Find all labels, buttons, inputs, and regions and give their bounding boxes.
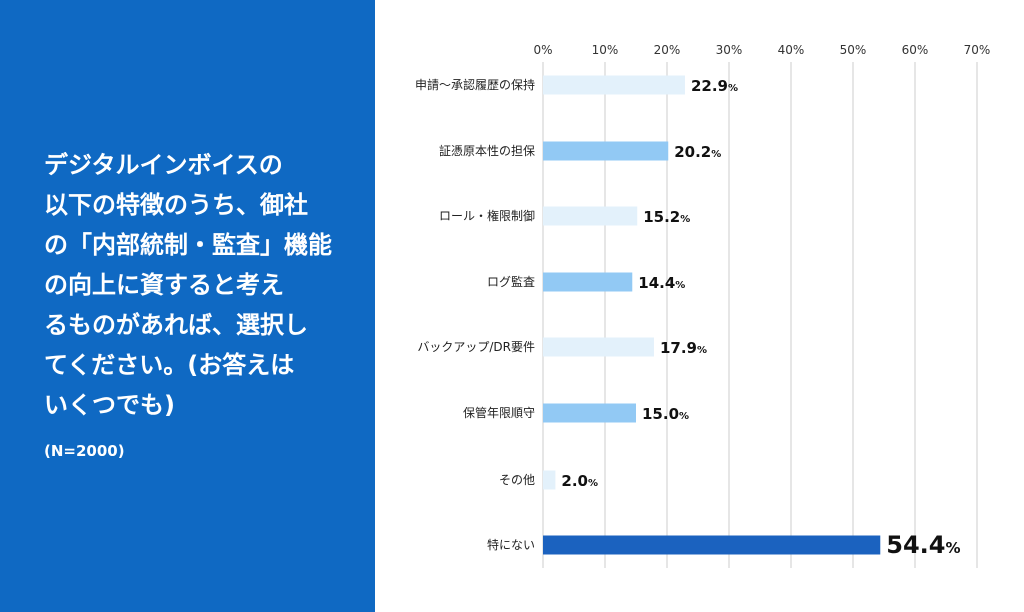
question-line: の向上に資すると考え: [44, 271, 284, 299]
x-tick-label: 20%: [654, 43, 681, 57]
value-label: 22.9%: [691, 77, 738, 95]
category-label: 申請〜承認履歴の保持: [415, 77, 535, 92]
question-line: デジタルインボイスの: [44, 151, 283, 179]
value-label: 15.2%: [643, 208, 690, 226]
value-label: 54.4%: [886, 531, 960, 559]
question-panel: デジタルインボイスの 以下の特徴のうち、御社 の「内部統制・監査」機能 の向上に資する…: [0, 0, 375, 612]
bar: [543, 337, 654, 357]
x-tick-label: 10%: [592, 43, 619, 57]
question-line: いくつでも): [44, 391, 175, 419]
question-line: 以下の特徴のうち、御社: [44, 191, 308, 219]
x-tick-label: 30%: [716, 43, 743, 57]
x-tick-label: 60%: [902, 43, 929, 57]
bar: [543, 141, 669, 161]
x-tick-label: 70%: [964, 43, 991, 57]
value-label: 20.2%: [674, 143, 721, 161]
category-label: ログ監査: [487, 274, 535, 289]
question-line: るものがあれば、選択し: [44, 311, 308, 339]
category-label: その他: [499, 473, 535, 487]
category-label: ロール・権限制御: [439, 208, 535, 223]
category-label: 特にない: [487, 537, 535, 552]
category-label: バックアップ/DR要件: [417, 340, 535, 354]
bar: [543, 75, 685, 95]
category-label: 証憑原本性の担保: [439, 144, 535, 158]
question-line: てください。(お答えは: [44, 351, 295, 379]
bar: [543, 470, 556, 490]
x-tick-label: 40%: [778, 43, 805, 57]
value-label: 2.0%: [561, 472, 598, 490]
category-label: 保管年限順守: [463, 405, 535, 420]
value-label: 17.9%: [660, 339, 707, 357]
x-tick-label: 50%: [840, 43, 867, 57]
bar: [543, 403, 636, 423]
value-label: 15.0%: [642, 405, 689, 423]
bar: [543, 535, 881, 555]
question-line: の「内部統制・監査」機能: [44, 231, 332, 259]
x-tick-label: 0%: [533, 43, 552, 57]
bar: [543, 206, 638, 226]
sample-size: (N=2000): [44, 442, 125, 460]
bar: [543, 272, 633, 292]
value-label: 14.4%: [638, 274, 685, 292]
